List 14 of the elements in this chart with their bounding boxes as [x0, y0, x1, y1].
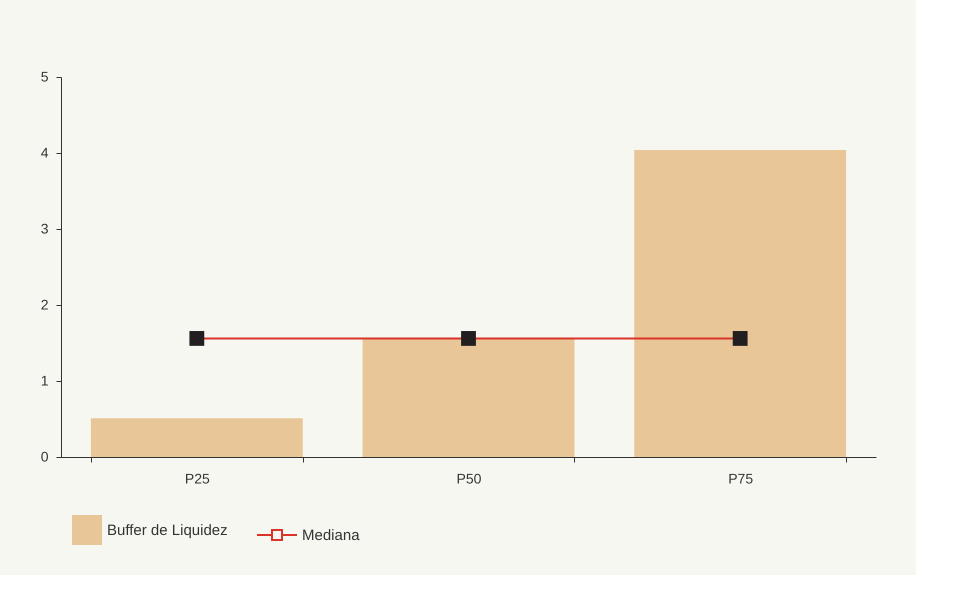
- y-tick-label: 0: [40, 448, 49, 464]
- y-tick-label: 5: [40, 68, 49, 84]
- y-tick-label: 3: [40, 220, 49, 236]
- legend-label: Buffer de Liquidez: [107, 522, 228, 539]
- y-tick-label: 2: [40, 296, 49, 312]
- x-tick-label: P75: [728, 470, 754, 486]
- y-tick-label: 1: [40, 372, 49, 388]
- legend-label: Mediana: [302, 527, 360, 544]
- y-tick-label: 4: [40, 144, 49, 160]
- bar: [90, 418, 303, 457]
- x-tick-label: P25: [184, 470, 210, 486]
- bar: [362, 338, 574, 457]
- bar: [634, 150, 846, 457]
- x-tick-label: P50: [456, 470, 482, 486]
